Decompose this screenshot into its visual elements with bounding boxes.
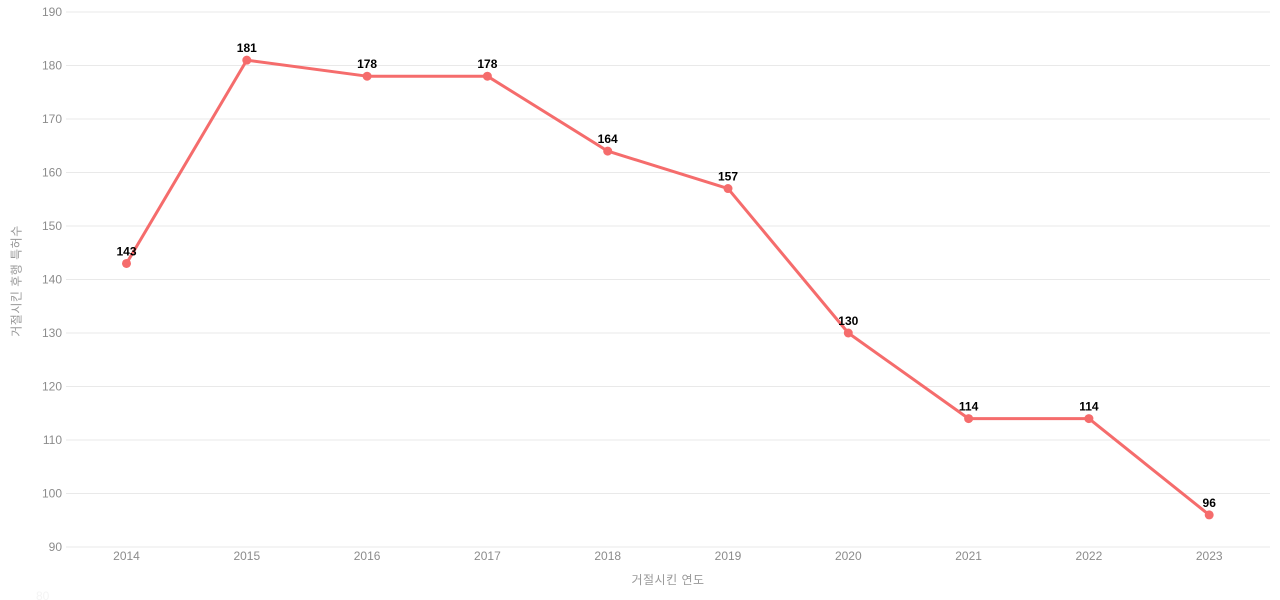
data-point[interactable]	[482, 71, 492, 81]
x-tick-label: 2022	[1076, 549, 1103, 563]
y-tick-label: 150	[42, 219, 62, 233]
data-label: 181	[237, 41, 257, 55]
data-label: 114	[959, 400, 979, 414]
y-tick-label: 130	[42, 326, 62, 340]
y-tick-label: 90	[49, 540, 63, 554]
x-tick-label: 2017	[474, 549, 501, 563]
partial-y-tick-label: 80	[36, 589, 50, 600]
x-tick-label: 2014	[113, 549, 140, 563]
data-label: 143	[116, 244, 136, 258]
data-label: 164	[598, 132, 618, 146]
data-point[interactable]	[843, 328, 853, 338]
data-point[interactable]	[1084, 414, 1094, 424]
data-point[interactable]	[723, 184, 733, 194]
x-tick-label: 2016	[354, 549, 381, 563]
x-tick-label: 2023	[1196, 549, 1223, 563]
y-tick-label: 120	[42, 380, 62, 394]
data-point[interactable]	[362, 71, 372, 81]
y-axis-title: 거절시킨 후행 특허수	[9, 225, 24, 337]
y-tick-label: 180	[42, 59, 62, 73]
data-label: 178	[357, 57, 377, 71]
y-tick-label: 190	[42, 5, 62, 19]
x-tick-label: 2021	[955, 549, 982, 563]
y-tick-label: 160	[42, 166, 62, 180]
data-label: 157	[718, 170, 738, 184]
data-point[interactable]	[1204, 510, 1214, 520]
y-tick-label: 110	[43, 433, 62, 447]
x-tick-label: 2015	[233, 549, 260, 563]
data-point[interactable]	[242, 55, 252, 65]
x-axis-title: 거절시킨 연도	[631, 573, 705, 587]
data-label: 130	[838, 314, 858, 328]
data-point[interactable]	[122, 258, 131, 268]
data-label: 114	[1079, 400, 1099, 414]
data-point[interactable]	[603, 146, 613, 156]
x-tick-label: 2019	[715, 549, 742, 563]
data-point[interactable]	[964, 414, 974, 424]
data-label: 96	[1203, 496, 1217, 510]
series-line	[125, 58, 1211, 517]
y-tick-label: 100	[42, 487, 62, 501]
data-label: 178	[477, 57, 497, 71]
x-tick-label: 2018	[594, 549, 621, 563]
y-tick-label: 170	[42, 112, 62, 126]
x-tick-label: 2020	[835, 549, 862, 563]
y-tick-label: 140	[42, 273, 62, 287]
